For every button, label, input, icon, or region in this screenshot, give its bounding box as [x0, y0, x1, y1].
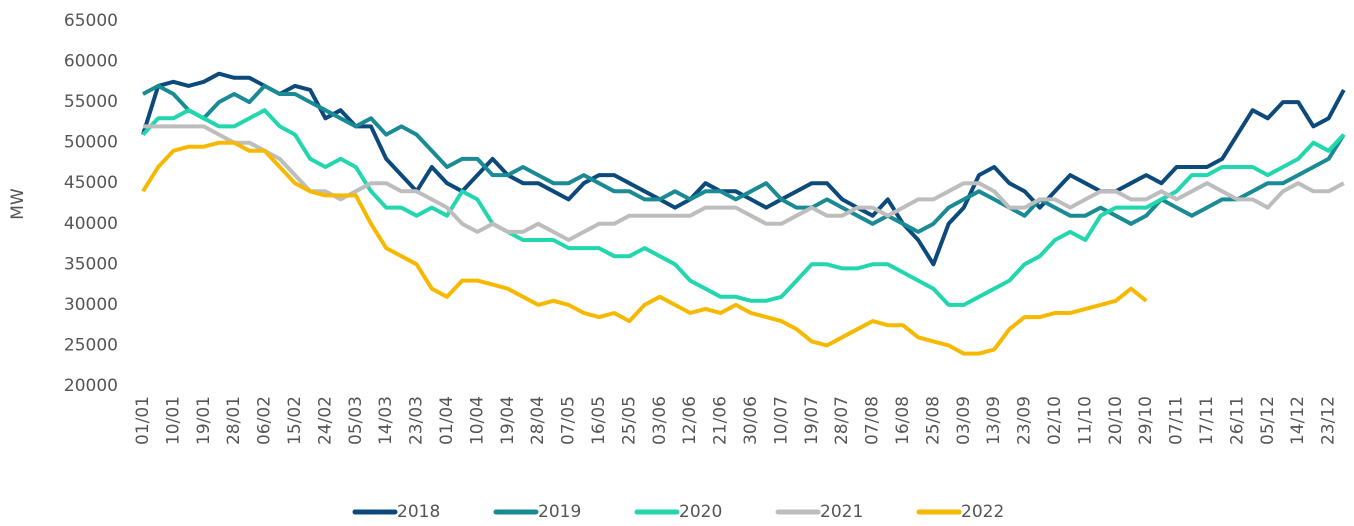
x-tick-label: 11/10	[1075, 396, 1095, 445]
x-tick-label: 17/11	[1197, 396, 1217, 445]
x-tick-label: 10/04	[467, 396, 487, 445]
y-tick-label: 45000	[64, 173, 118, 193]
x-tick-label: 07/08	[863, 396, 883, 445]
y-axis-label: MW	[8, 188, 28, 220]
x-tick-label: 02/10	[1045, 396, 1065, 445]
legend-label: 2020	[679, 502, 722, 522]
series-line	[141, 140, 1148, 356]
y-tick-label: 25000	[64, 335, 118, 355]
y-tick-label: 50000	[64, 133, 118, 153]
x-tick-label: 26/11	[1227, 396, 1247, 445]
y-tick-label: 30000	[64, 295, 118, 315]
x-tick-label: 21/06	[711, 396, 731, 445]
x-tick-label: 23/09	[1015, 396, 1035, 445]
x-tick-label: 29/10	[1136, 396, 1156, 445]
series-line	[143, 124, 1345, 242]
x-tick-label: 19/07	[802, 396, 822, 445]
legend-label: 2022	[961, 502, 1004, 522]
series-line	[141, 108, 1346, 307]
x-tick-label: 25/05	[619, 396, 639, 445]
x-tick-label: 28/01	[224, 396, 244, 445]
x-tick-label: 07/05	[559, 396, 579, 445]
series-line	[141, 71, 1346, 267]
x-tick-label: 23/12	[1319, 396, 1339, 445]
x-tick-label: 01/04	[437, 396, 457, 445]
x-tick-label: 28/04	[528, 396, 548, 445]
y-tick-label: 55000	[64, 92, 118, 112]
x-tick-label: 10/07	[771, 396, 791, 445]
x-tick-label: 14/03	[376, 396, 396, 445]
x-tick-label: 30/06	[741, 396, 761, 445]
x-tick-label: 05/12	[1258, 396, 1278, 445]
x-tick-label: 06/02	[255, 396, 275, 445]
x-tick-label: 05/03	[346, 396, 366, 445]
x-tick-label: 19/04	[498, 396, 518, 445]
x-tick-label: 10/01	[163, 396, 183, 445]
x-tick-label: 20/10	[1106, 396, 1126, 445]
y-tick-label: 60000	[64, 52, 118, 72]
y-tick-label: 65000	[64, 11, 118, 31]
x-tick-label: 28/07	[832, 396, 852, 445]
x-tick-label: 16/08	[893, 396, 913, 445]
y-tick-label: 40000	[64, 214, 118, 234]
x-tick-label: 12/06	[680, 396, 700, 445]
x-tick-label: 15/02	[285, 396, 305, 445]
series-line	[142, 83, 1346, 234]
x-tick-label: 25/08	[923, 396, 943, 445]
x-tick-label: 24/02	[315, 396, 335, 445]
legend-label: 2021	[820, 502, 863, 522]
x-tick-label: 23/03	[407, 396, 427, 445]
legend-label: 2019	[538, 502, 581, 522]
x-tick-label: 14/12	[1288, 396, 1308, 445]
x-tick-label: 01/01	[133, 396, 153, 445]
x-tick-label: 03/09	[954, 396, 974, 445]
x-tick-label: 03/06	[650, 396, 670, 445]
y-tick-label: 20000	[64, 376, 118, 396]
legend-label: 2018	[397, 502, 440, 522]
y-tick-label: 35000	[64, 254, 118, 274]
x-tick-label: 16/05	[589, 396, 609, 445]
x-tick-label: 13/09	[984, 396, 1004, 445]
x-tick-label: 19/01	[194, 396, 214, 445]
x-tick-label: 07/11	[1167, 396, 1187, 445]
